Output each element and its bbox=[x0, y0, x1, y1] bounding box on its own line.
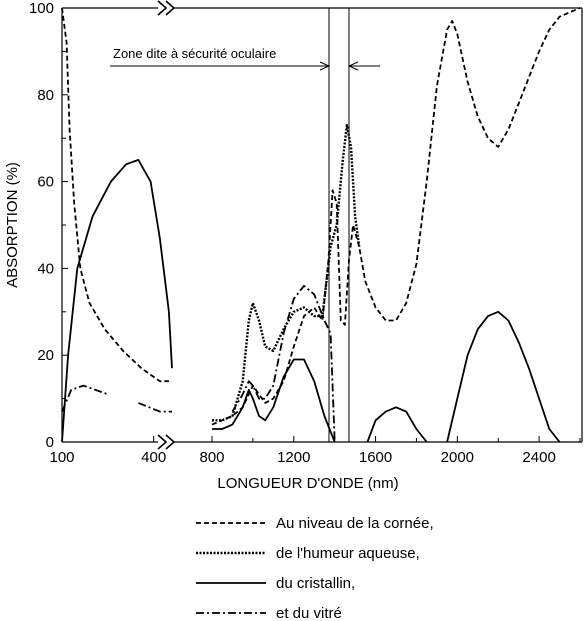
break-chevron bbox=[157, 434, 168, 450]
series-layer bbox=[61, 7, 581, 443]
x-tick-label: 800 bbox=[199, 449, 224, 466]
y-tick-label: 0 bbox=[46, 434, 54, 451]
y-tick-label: 100 bbox=[29, 0, 54, 17]
series-line bbox=[366, 406, 428, 443]
series-3 bbox=[61, 159, 561, 443]
x-tick-label: 100 bbox=[49, 449, 74, 466]
series-line bbox=[212, 124, 361, 422]
ticks-layer: 0 20 40 60 80 100 100 400 800 1200 1600 2000 2400 bbox=[29, 0, 581, 466]
annotation-layer: Zone dite à sécurité oculaire bbox=[110, 46, 380, 71]
y-tick-label: 20 bbox=[37, 347, 54, 364]
axis-break-top bbox=[157, 0, 176, 16]
series-1 bbox=[61, 7, 581, 426]
break-chevron bbox=[165, 0, 176, 16]
axis-break-bottom bbox=[157, 434, 176, 450]
y-tick-label: 40 bbox=[37, 260, 54, 277]
legend-label: du cristallin, bbox=[276, 575, 355, 592]
series-line bbox=[61, 384, 109, 412]
series-line bbox=[61, 7, 169, 383]
break-chevron bbox=[165, 434, 176, 450]
series-line bbox=[231, 284, 336, 443]
series-2 bbox=[212, 124, 361, 422]
y-axis-title: ABSORPTION (%) bbox=[4, 162, 21, 288]
x-tick-label: 2000 bbox=[441, 449, 474, 466]
x-tick-label: 2400 bbox=[522, 449, 555, 466]
arrowhead bbox=[319, 61, 331, 71]
legend-label: Au niveau de la cornée, bbox=[276, 515, 434, 532]
x-axis-title: LONGUEUR D'ONDE (nm) bbox=[217, 475, 398, 492]
x-tick-label: 1600 bbox=[359, 449, 392, 466]
series-line bbox=[212, 358, 336, 443]
y-tick-label: 60 bbox=[37, 174, 54, 191]
legend-item: et du vitré bbox=[196, 605, 342, 621]
y-tick-label: 80 bbox=[37, 87, 54, 104]
safety-zone-label: Zone dite à sécurité oculaire bbox=[113, 46, 276, 61]
series-line bbox=[446, 310, 561, 443]
x-tick-label: 400 bbox=[141, 449, 166, 466]
break-chevron bbox=[157, 0, 168, 16]
legend-item: du cristallin, bbox=[196, 575, 355, 592]
series-line bbox=[211, 7, 581, 426]
legend-label: et du vitré bbox=[276, 605, 342, 621]
legend-label: de l'humeur aqueuse, bbox=[276, 545, 420, 562]
legend-item: Au niveau de la cornée, bbox=[196, 515, 434, 532]
series-line bbox=[138, 402, 172, 413]
arrowhead bbox=[347, 61, 359, 71]
safety-zone-band bbox=[328, 8, 350, 442]
series-4 bbox=[61, 284, 336, 443]
legend-item: de l'humeur aqueuse, bbox=[196, 545, 420, 562]
legend: Au niveau de la cornée, de l'humeur aqueu… bbox=[196, 515, 434, 621]
plot-frame bbox=[61, 0, 583, 450]
series-line bbox=[61, 159, 173, 443]
x-tick-label: 1200 bbox=[277, 449, 310, 466]
